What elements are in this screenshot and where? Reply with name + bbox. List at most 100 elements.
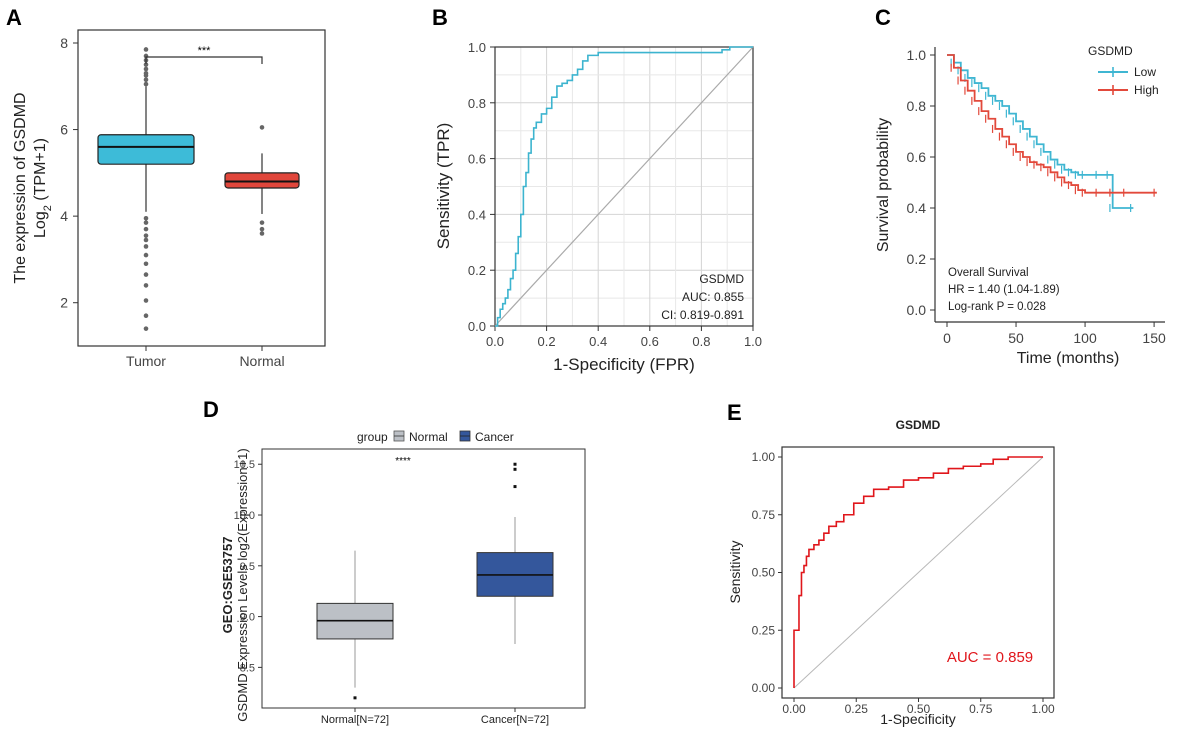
panel-c-annotation-2: HR = 1.40 (1.04-1.89): [948, 284, 1060, 296]
panel-a-ytick-label: 4: [60, 208, 68, 224]
panel-a-ylabel-sub: 2: [42, 205, 54, 211]
panel-b-xtick-label: 0.8: [692, 334, 710, 349]
panel-d-ylabel-line2: GSDMD Expression Levels log2(Expression+…: [235, 448, 250, 721]
panel-a-outlier: [143, 272, 149, 277]
panel-b-roc: 0.0 0.2 0.4 0.6 0.8 1.0 0.0 0.2 0.4 0.6 0.8 1.0 GSD…: [434, 40, 762, 374]
panel-d-xtick-label: Normal[N=72]: [321, 714, 389, 726]
panel-d-boxplot: group Normal Cancer 8.5 9.0 9.5 10.0 10.5 No…: [220, 430, 586, 726]
panel-b-ytick-label: 1.0: [468, 40, 486, 55]
panel-e-diagonal: [793, 456, 1044, 689]
panel-e-auc: AUC = 0.859: [947, 649, 1033, 666]
panel-c-annotation-3: Log-rank P = 0.028: [948, 301, 1046, 313]
panel-a-significance: ***: [198, 45, 212, 57]
panel-label-c: C: [875, 5, 891, 30]
panel-c-annotation-1: Overall Survival: [948, 267, 1029, 279]
panel-e-ytick-label: 0.75: [752, 508, 776, 522]
panel-a-outlier: [259, 220, 265, 225]
panel-b-ylabel: Sensitivity (TPR): [434, 123, 453, 250]
panel-label-a: A: [6, 5, 22, 30]
panel-a-outlier: [259, 125, 265, 130]
panel-b-xtick-label: 1.0: [744, 334, 762, 349]
panel-a-outlier: [143, 77, 149, 83]
panel-label-e: E: [727, 400, 742, 425]
panel-c-xtick-label: 100: [1073, 330, 1097, 346]
panel-b-xtick-label: 0.0: [486, 334, 504, 349]
panel-d-ytick-label: 9.0: [240, 612, 255, 624]
panel-a-outlier: [143, 261, 149, 267]
panel-a-ytick-label: 2: [60, 295, 68, 311]
panel-d-legend-normal: Normal: [409, 430, 448, 444]
panel-a-outlier: [143, 220, 149, 225]
panel-b-ytick-label: 0.2: [468, 263, 486, 278]
panel-b-ytick-label: 0.6: [468, 152, 486, 167]
panel-a-outlier: [143, 47, 149, 52]
panel-a-significance-bracket: [145, 56, 263, 64]
panel-c-xlabel: Time (months): [1017, 350, 1120, 367]
panel-a-outlier: [143, 62, 149, 67]
panel-a-outlier: [143, 216, 149, 221]
panel-a-ylabel-log: Log: [32, 211, 49, 238]
panel-b-ytick-label: 0.0: [468, 319, 486, 334]
panel-e-ytick-label: 0.25: [752, 623, 776, 637]
panel-a-outlier: [143, 66, 149, 72]
panel-c-legend-title: GSDMD: [1088, 44, 1133, 58]
panel-d-outlier: [353, 696, 357, 700]
panel-d-ytick-label: 10.5: [234, 459, 255, 471]
panel-e-xtick-label: 0.00: [782, 702, 806, 716]
panel-c-ytick-label: 0.8: [907, 98, 927, 114]
panel-d-outlier: [513, 485, 517, 489]
panel-c-legend-label-high: High: [1134, 83, 1159, 97]
panel-d-significance: ****: [395, 456, 411, 467]
panel-a-outlier: [143, 313, 149, 318]
panel-c-ytick-label: 0.6: [907, 149, 927, 165]
panel-c-xtick-label: 0: [943, 330, 951, 346]
panel-e-ytick-label: 1.00: [752, 450, 776, 464]
panel-e-xtick-label: 0.50: [907, 702, 931, 716]
panel-b-auc: AUC: 0.855: [682, 290, 744, 304]
panel-d-ytick-label: 10.0: [234, 510, 255, 522]
panel-d-ylabel-line1: GEO:GSE53757: [220, 537, 235, 634]
panel-b-diagonal: [494, 46, 754, 327]
panel-c-xtick-label: 150: [1142, 330, 1166, 346]
panel-b-xtick-label: 0.4: [589, 334, 607, 349]
panel-b-xtick-label: 0.6: [641, 334, 659, 349]
panel-a-outlier: [143, 81, 149, 87]
panel-b-ytick-label: 0.4: [468, 207, 486, 222]
panel-c-ytick-label: 0.2: [907, 251, 927, 267]
panel-a-outlier: [143, 326, 149, 331]
panel-e-xtick-label: 1.00: [1031, 702, 1055, 716]
panel-a-box-normal: [224, 172, 300, 189]
panel-a-outlier: [143, 237, 149, 243]
panel-e-xtick-label: 0.25: [845, 702, 869, 716]
panel-a-outlier: [143, 70, 149, 76]
panel-a-outlier: [143, 252, 149, 258]
panel-a-ylabel-line2: Log2 (TPM+1): [32, 138, 54, 238]
panel-b-xlabel: 1-Specificity (FPR): [553, 355, 695, 374]
panel-e-ytick-label: 0.50: [752, 566, 776, 580]
panel-d-xtick-label: Cancer[N=72]: [481, 714, 549, 726]
panel-e-ytick-label: 0.00: [752, 681, 776, 695]
panel-a-outlier: [143, 226, 149, 232]
panel-b-ytick-label: 0.8: [468, 96, 486, 111]
panel-a-ytick-label: 6: [60, 122, 68, 138]
panel-b-roc-curve: [495, 46, 753, 327]
panel-e-roc-curve: [793, 456, 1043, 688]
panel-d-legend-cancer: Cancer: [475, 430, 514, 444]
panel-a-ylabel-unit: (TPM+1): [32, 138, 49, 205]
panel-a-outlier: [143, 298, 149, 303]
panel-a-box-tumor: [97, 134, 195, 165]
panel-c-xtick-label: 50: [1008, 330, 1024, 346]
panel-c-ytick-label: 0.0: [907, 302, 927, 318]
panel-a-outlier: [259, 231, 265, 236]
panel-c-ytick-label: 1.0: [907, 47, 927, 63]
panel-c-curve-low: [947, 54, 1134, 209]
panel-d-outlier: [513, 467, 517, 471]
panel-c-curve-high: [947, 54, 1157, 194]
panel-d-ytick-label: 8.5: [240, 662, 255, 674]
panel-b-xtick-label: 0.2: [538, 334, 556, 349]
panel-a-xtick-label: Tumor: [126, 353, 166, 369]
panel-d-outlier: [513, 462, 517, 466]
panel-d-ytick-label: 9.5: [240, 561, 255, 573]
panel-c-ylabel: Survival probability: [875, 118, 892, 252]
